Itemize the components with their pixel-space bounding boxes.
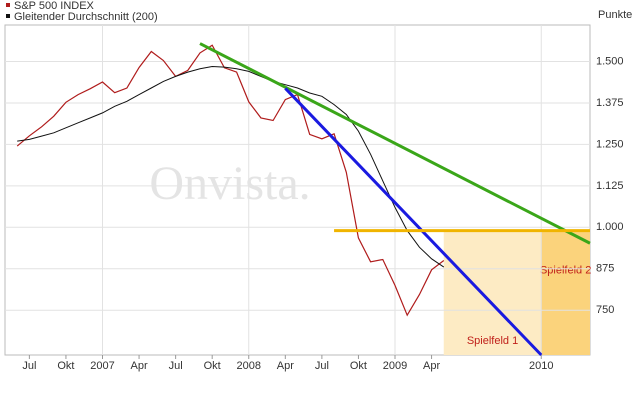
region bbox=[443, 230, 542, 355]
x-tick-label: 2008 bbox=[237, 360, 261, 372]
x-tick-label: Apr bbox=[277, 360, 294, 372]
y-axis-label: Punkte bbox=[598, 9, 632, 21]
legend-label: S&P 500 INDEX bbox=[14, 0, 95, 12]
x-tick-label: Jul bbox=[315, 360, 329, 372]
y-tick-label: 1.000 bbox=[596, 221, 624, 233]
legend-swatch bbox=[6, 3, 10, 7]
series-line bbox=[16, 44, 445, 317]
x-tick-label: Jul bbox=[22, 360, 36, 372]
x-tick-label: 2009 bbox=[383, 360, 407, 372]
region-label: Spielfeld 1 bbox=[467, 335, 518, 347]
y-tick-label: 875 bbox=[596, 263, 614, 275]
x-tick-label: Jul bbox=[169, 360, 183, 372]
y-tick-label: 750 bbox=[596, 304, 614, 316]
x-tick-label: 2010 bbox=[529, 360, 553, 372]
watermark: Onvista. bbox=[149, 157, 310, 210]
trend-line bbox=[284, 87, 543, 357]
y-tick-label: 1.250 bbox=[596, 138, 624, 150]
x-tick-label: Okt bbox=[57, 360, 74, 372]
x-tick-label: Okt bbox=[350, 360, 367, 372]
x-tick-label: Apr bbox=[131, 360, 148, 372]
trend-line bbox=[199, 42, 591, 245]
region-label: Spielfeld 2 bbox=[540, 265, 591, 277]
legend-label: Gleitender Durchschnitt (200) bbox=[14, 11, 158, 23]
x-tick-label: 2007 bbox=[90, 360, 114, 372]
legend-swatch bbox=[6, 14, 10, 18]
series-line bbox=[17, 65, 445, 268]
y-tick-label: 1.375 bbox=[596, 97, 624, 109]
x-tick-label: Apr bbox=[423, 360, 440, 372]
y-tick-label: 1.125 bbox=[596, 180, 624, 192]
region bbox=[541, 230, 590, 355]
x-tick-label: Okt bbox=[204, 360, 221, 372]
y-tick-label: 1.500 bbox=[596, 55, 624, 67]
